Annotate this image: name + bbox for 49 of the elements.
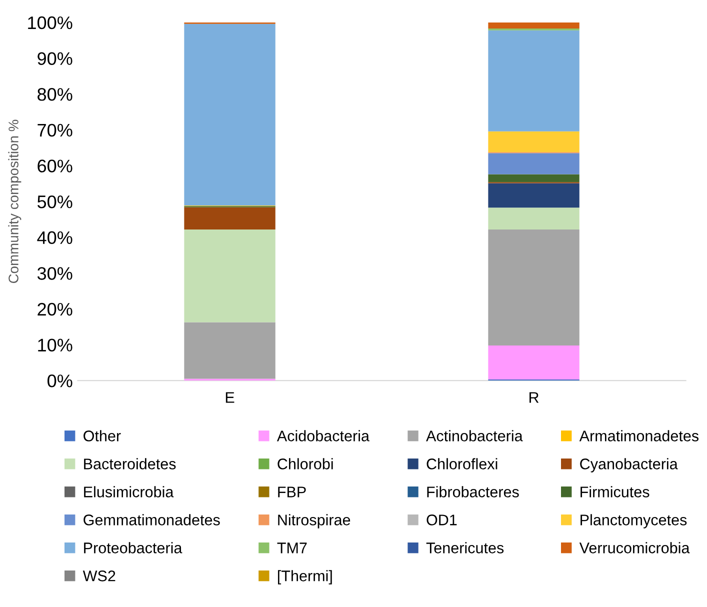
y-tick-label: 30% xyxy=(37,267,72,280)
bar xyxy=(488,183,580,208)
bar xyxy=(488,174,580,182)
y-tick-label: 100% xyxy=(28,16,72,30)
legend-label: Actinobacteria xyxy=(426,430,523,442)
y-tick-label: 20% xyxy=(38,302,72,316)
bar xyxy=(488,208,580,230)
bar xyxy=(184,229,276,322)
x-tick-label: R xyxy=(530,392,539,403)
legend-label: Planctomycetes xyxy=(580,514,687,528)
y-axis-title: Community composition % xyxy=(8,120,22,284)
bar xyxy=(488,153,580,174)
y-tick-label: 70% xyxy=(38,124,72,137)
bar xyxy=(488,229,580,346)
y-tick-label: 80% xyxy=(38,88,72,101)
y-tick-label: 10% xyxy=(38,338,72,352)
legend-label: [Thermi] xyxy=(278,570,332,584)
legend-label: Verrucomicrobia xyxy=(579,542,690,554)
legend-label: Bacteroidetes xyxy=(84,458,176,470)
y-tick-label: 50% xyxy=(37,195,72,208)
x-tick-label: E xyxy=(226,392,234,403)
legend-label: Cyanobacteria xyxy=(580,458,678,472)
legend-label: FBP xyxy=(278,486,306,498)
legend-label: Tenericutes xyxy=(426,542,504,554)
legend-label: Chloroflexi xyxy=(426,458,498,470)
legend-label: Proteobacteria xyxy=(84,542,182,554)
legend-label: Nitrospirae xyxy=(278,514,350,528)
legend-label: Elusimicrobia xyxy=(84,486,174,498)
legend-label: TM7 xyxy=(277,542,307,554)
y-tick-label: 60% xyxy=(38,160,72,172)
bar xyxy=(488,30,580,132)
legend-label: Other xyxy=(84,430,121,442)
y-tick-label: 0% xyxy=(48,374,72,388)
y-tick-label: 90% xyxy=(38,52,72,65)
y-tick-label: 40% xyxy=(37,231,72,244)
bar xyxy=(184,322,276,379)
legend-label: Acidobacteria xyxy=(276,430,370,442)
legend-label: Gemmatimonadetes xyxy=(84,514,220,526)
bar xyxy=(488,345,580,380)
legend-label: Chlorobi xyxy=(278,458,333,470)
legend-label: WS2 xyxy=(82,570,116,582)
bar xyxy=(488,22,580,29)
legend-label: Firmicutes xyxy=(580,486,650,498)
legend-label: OD1 xyxy=(426,514,457,526)
bar xyxy=(184,24,276,206)
legend-label: Fibrobacteres xyxy=(427,486,519,498)
legend-label: Armatimonadetes xyxy=(579,430,699,442)
bar xyxy=(184,207,276,230)
bar xyxy=(488,131,580,152)
